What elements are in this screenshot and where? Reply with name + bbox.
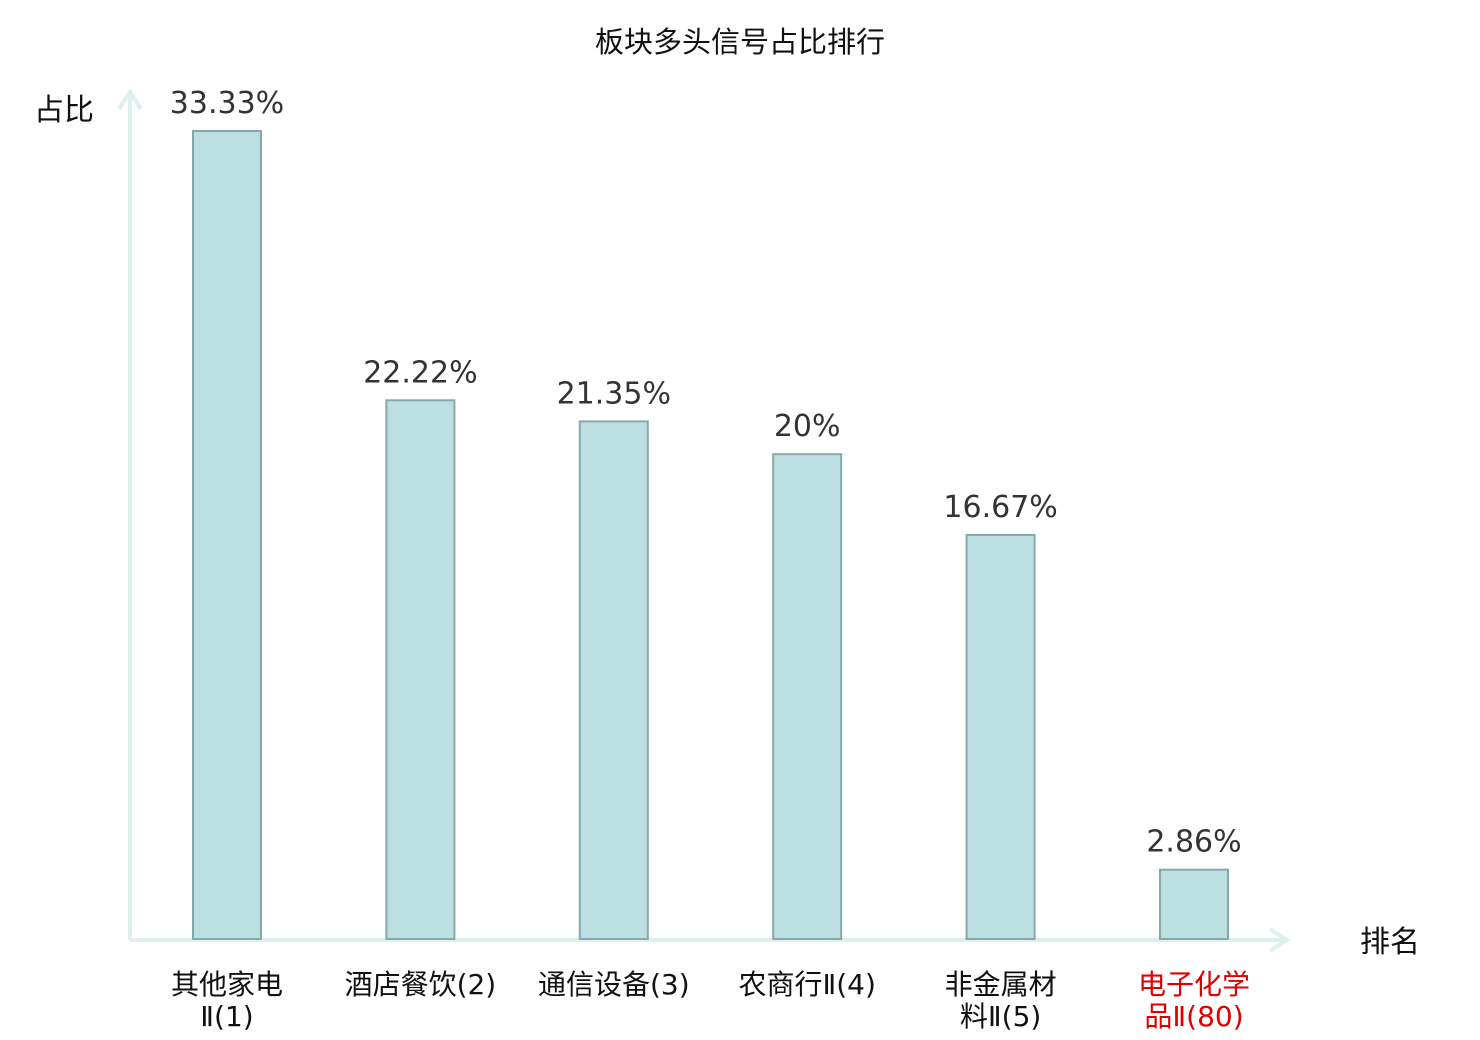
bar-2 <box>385 399 456 940</box>
bar-1 <box>192 130 262 940</box>
value-label-6: 2.86% <box>1146 825 1241 860</box>
category-label-6-line-2: 品Ⅱ(80) <box>1144 1000 1243 1033</box>
value-label-2: 22.22% <box>363 355 477 390</box>
category-label-5-line-1: 非金属材 <box>945 968 1057 1001</box>
y-axis-arrow-icon <box>117 88 143 111</box>
bar-6 <box>1159 868 1229 941</box>
bar-4 <box>772 453 843 940</box>
x-axis-arrow-icon <box>1268 927 1291 953</box>
category-label-4-line-1: 农商行Ⅱ(4) <box>738 968 875 1001</box>
category-label-1-line-1: 其他家电 <box>171 968 283 1001</box>
category-label-3-line-1: 通信设备(3) <box>538 968 690 1001</box>
category-label-5-line-2: 料Ⅱ(5) <box>960 1000 1041 1033</box>
x-axis-label: 排名 <box>1360 925 1420 960</box>
bars-group <box>192 130 1229 941</box>
value-label-3: 21.35% <box>557 376 671 411</box>
category-label-6-line-1: 电子化学 <box>1138 968 1250 1001</box>
chart-title: 板块多头信号占比排行 <box>595 25 885 59</box>
value-label-5: 16.67% <box>943 490 1057 525</box>
value-label-4: 20% <box>774 409 841 444</box>
bar-5 <box>965 533 1036 941</box>
axes <box>117 88 1291 953</box>
bar-3 <box>578 420 649 940</box>
category-label-1-line-2: Ⅱ(1) <box>200 1000 253 1033</box>
y-axis-label: 占比 <box>34 93 94 128</box>
value-labels-group: 33.33% 22.22% 21.35% 20% 16.67% 2.86% <box>170 86 1242 860</box>
category-label-2-line-1: 酒店餐饮(2) <box>345 968 497 1001</box>
value-label-1: 33.33% <box>170 86 284 121</box>
